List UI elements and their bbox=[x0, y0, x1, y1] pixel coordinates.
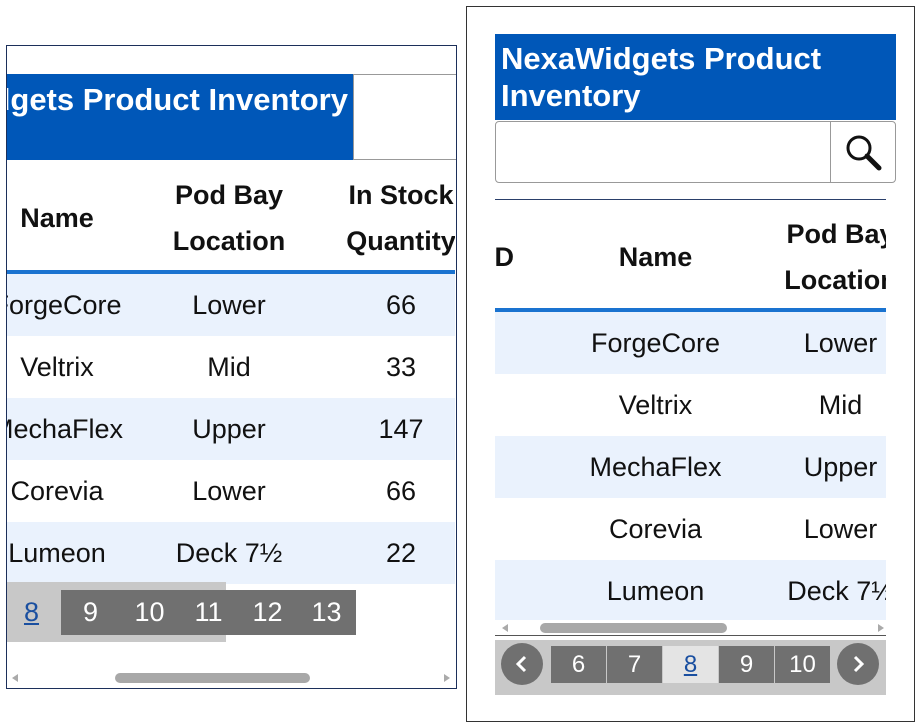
page-button[interactable]: 10 bbox=[120, 590, 179, 635]
header-divider bbox=[7, 270, 455, 274]
page-button[interactable]: 10 bbox=[775, 646, 830, 683]
wide-view: NexaWidgets Product Inventory Part ID Name… bbox=[466, 6, 915, 722]
table-cell: Upper bbox=[803, 451, 878, 482]
column-header: Part ID bbox=[495, 241, 515, 272]
scroll-left-arrow[interactable] bbox=[12, 674, 18, 682]
table-cell: 66 bbox=[495, 312, 563, 374]
table-cell: Lower bbox=[192, 289, 266, 320]
table-row bbox=[495, 374, 886, 436]
table-cell: 22 bbox=[385, 537, 417, 568]
table-cell: Corevia bbox=[608, 513, 703, 544]
page-title: NexaWidgets Product Inventory bbox=[7, 82, 348, 117]
table-row bbox=[495, 312, 886, 374]
table-cell: ForgeCore bbox=[590, 327, 721, 358]
table-cell: Lower bbox=[192, 475, 266, 506]
page-button[interactable]: 9 bbox=[61, 590, 120, 635]
table-cell: 66 bbox=[385, 289, 417, 320]
table-cell: 005 bbox=[495, 436, 563, 498]
table-cell: 147 bbox=[378, 413, 424, 444]
table-row bbox=[495, 498, 886, 560]
table-cell: Deck 7½ bbox=[175, 537, 283, 568]
table-row bbox=[7, 336, 455, 398]
scroll-thumb[interactable] bbox=[540, 623, 727, 633]
table-cell: Mid bbox=[207, 351, 251, 382]
divider bbox=[495, 635, 886, 636]
table-cell: Deck 7½ bbox=[787, 575, 886, 606]
page-button[interactable]: 13 bbox=[297, 590, 356, 635]
table-cell: MechaFlex bbox=[7, 413, 124, 444]
table-cell: MechaFlex bbox=[589, 451, 722, 482]
table-cell: Corevia bbox=[10, 475, 104, 506]
page-button[interactable]: 8 bbox=[23, 597, 40, 627]
table-cell: Lower bbox=[803, 327, 878, 358]
divider bbox=[495, 199, 886, 200]
table-cell: Lower bbox=[803, 513, 878, 544]
search-button[interactable] bbox=[830, 121, 896, 183]
scroll-thumb[interactable] bbox=[115, 673, 310, 683]
table-cell: Veltrix bbox=[618, 389, 693, 420]
page-button[interactable]: 7 bbox=[607, 646, 662, 683]
scroll-right-arrow[interactable] bbox=[444, 674, 450, 682]
chevron bbox=[515, 655, 527, 673]
search-icon bbox=[846, 135, 882, 171]
page-button[interactable]: 8 bbox=[663, 646, 718, 683]
chevron bbox=[853, 655, 865, 673]
prev-button[interactable] bbox=[501, 643, 543, 685]
table-cell: ForgeCore bbox=[7, 289, 122, 320]
column-header: Name bbox=[20, 202, 94, 233]
column-header: Pod Bay Location bbox=[784, 218, 886, 295]
table-row bbox=[7, 398, 455, 460]
table-cell: 33 bbox=[385, 351, 417, 382]
table-cell: 999 bbox=[495, 498, 563, 560]
table-cell: 42 bbox=[495, 560, 563, 620]
table-row bbox=[7, 274, 455, 336]
column-header: Name bbox=[618, 241, 693, 272]
column-header: In Stock Quantity bbox=[346, 179, 455, 256]
column-header: Pod Bay Location bbox=[172, 179, 286, 256]
header-divider bbox=[495, 308, 886, 312]
table-cell: Veltrix bbox=[20, 351, 94, 382]
scroll-right-arrow[interactable] bbox=[878, 624, 884, 632]
next-button[interactable] bbox=[837, 643, 879, 685]
page-button[interactable]: 6 bbox=[551, 646, 606, 683]
search-box[interactable] bbox=[495, 121, 831, 183]
table-cell: Upper bbox=[192, 413, 266, 444]
table-cell: 66 bbox=[385, 475, 417, 506]
title-bar: NexaWidgets Product Inventory bbox=[7, 74, 353, 160]
narrow-view: NexaWidgets Product InventoryPart IDName… bbox=[6, 45, 457, 689]
page-button[interactable]: 9 bbox=[719, 646, 774, 683]
search-box[interactable] bbox=[353, 74, 456, 160]
table-row bbox=[7, 522, 455, 584]
page-title: NexaWidgets Product Inventory bbox=[501, 41, 822, 113]
table-row bbox=[495, 560, 886, 620]
table-cell: Lumeon bbox=[8, 537, 106, 568]
title-bar: NexaWidgets Product Inventory bbox=[495, 34, 896, 120]
table-cell: 128 bbox=[495, 374, 563, 436]
table-cell: Mid bbox=[818, 389, 863, 420]
table-row bbox=[495, 436, 886, 498]
table-cell: Lumeon bbox=[606, 575, 705, 606]
page-button[interactable]: 11 bbox=[179, 590, 238, 635]
table-row bbox=[7, 460, 455, 522]
scroll-left-arrow[interactable] bbox=[502, 624, 508, 632]
page-button[interactable]: 12 bbox=[238, 590, 297, 635]
